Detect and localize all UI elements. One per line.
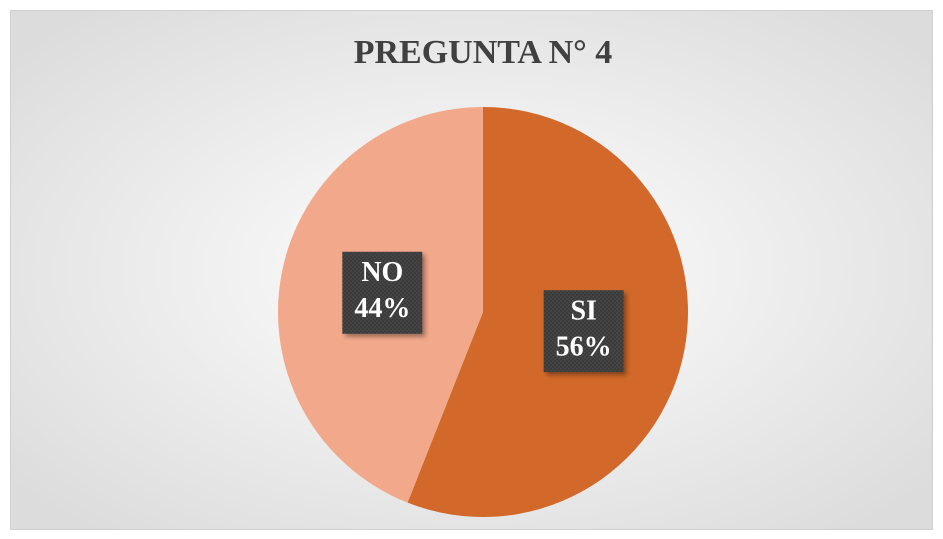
chart-title: PREGUNTA N° 4 xyxy=(354,34,613,71)
data-label-value: 56% xyxy=(556,332,612,363)
label-box xyxy=(543,290,624,373)
label-box xyxy=(342,251,423,334)
data-label-category: NO xyxy=(361,257,403,288)
data-label-category: SI xyxy=(570,296,596,327)
data-label-value: 44% xyxy=(354,293,410,324)
